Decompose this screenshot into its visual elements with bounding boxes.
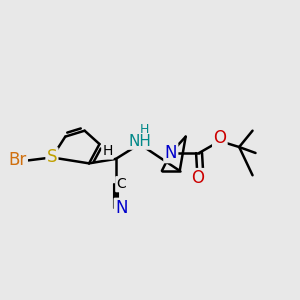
Text: S: S [47,148,57,166]
Text: N: N [115,199,128,217]
Text: NH: NH [128,134,151,148]
Text: H: H [140,123,149,136]
Text: O: O [191,169,204,187]
Text: H: H [102,145,113,158]
Text: C: C [116,177,126,191]
Text: O: O [213,129,226,147]
Text: Br: Br [8,152,27,169]
Text: N: N [165,144,177,162]
